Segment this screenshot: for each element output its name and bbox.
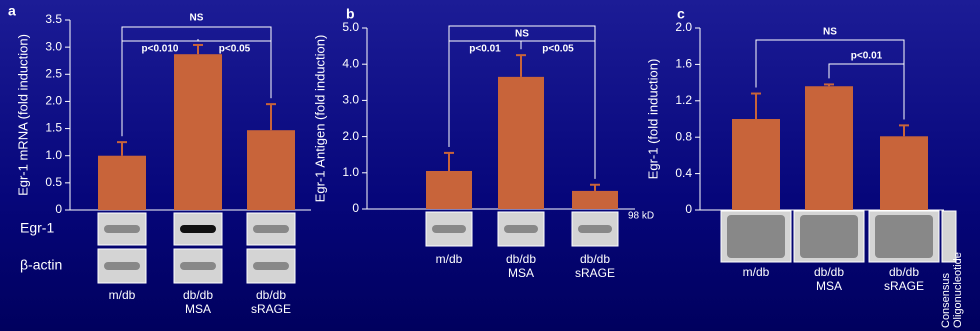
bar: [98, 156, 146, 210]
x-tick-label: db/db MSA: [802, 265, 856, 293]
error-bar: [444, 153, 454, 171]
y-tick-label: 4.0: [342, 56, 359, 70]
y-tick-label: 0.4: [675, 166, 692, 180]
y-tick-label: 0: [352, 201, 359, 215]
blot-band: [800, 215, 858, 258]
blot-band: [180, 225, 216, 233]
y-tick-label: 3.0: [342, 93, 359, 107]
annotation: p<0.05: [219, 44, 251, 55]
x-tick-label: db/db sRAGE: [877, 265, 931, 293]
error-bar: [751, 94, 761, 119]
error-bar: [117, 142, 127, 156]
annotation: NS: [190, 13, 204, 24]
y-tick-label: 5.0: [342, 20, 359, 34]
y-tick-label: 1.6: [675, 57, 692, 71]
blot-label: β-actin: [20, 257, 62, 273]
annotation: p<0.01: [469, 44, 501, 55]
y-tick-label: 0: [55, 202, 62, 216]
error-bar: [266, 104, 276, 130]
bar: [498, 77, 544, 209]
blot-band: [504, 225, 538, 233]
blot-band: [253, 262, 289, 270]
bar: [174, 54, 222, 210]
y-tick-label: 0.8: [675, 129, 692, 143]
bar: [572, 191, 618, 209]
error-bar: [193, 45, 203, 54]
blot-band: [104, 262, 140, 270]
blot-band: [727, 215, 785, 258]
y-tick-label: 3.5: [45, 12, 62, 26]
annotation: NS: [515, 29, 529, 40]
bar: [732, 119, 780, 210]
bar: [247, 130, 295, 210]
blot-band: [875, 215, 933, 258]
error-bar: [824, 84, 834, 86]
annotation: p<0.01: [851, 51, 883, 62]
y-tick-label: 1.0: [45, 148, 62, 162]
blot-band: [578, 225, 612, 233]
blot-label: Consensus Oligonucleotide: [940, 248, 964, 328]
bar: [880, 136, 928, 210]
x-tick-label: db/db MSA: [494, 252, 548, 280]
y-tick-label: 0.5: [45, 175, 62, 189]
blot-band: [253, 225, 289, 233]
bar: [426, 171, 472, 209]
x-tick-label: db/db sRAGE: [244, 288, 298, 316]
y-tick-label: 2.0: [45, 94, 62, 108]
figure: a Egr-1 mRNA (fold induction) 0 0.5 1.0 1.5 2.…: [0, 0, 980, 331]
y-axis-label: Egr-1 (fold induction): [645, 59, 660, 180]
error-bar: [899, 125, 909, 136]
blot-label: 98 kD: [628, 211, 654, 222]
y-tick-label: 0: [685, 202, 692, 216]
annotation: NS: [823, 27, 837, 38]
blot-band: [432, 225, 466, 233]
y-tick-label: 3.0: [45, 39, 62, 53]
x-tick-label: m/db: [422, 252, 476, 266]
y-tick-label: 2.0: [342, 129, 359, 143]
x-tick-label: db/db sRAGE: [568, 252, 622, 280]
x-tick-label: m/db: [95, 288, 149, 302]
panel-label: a: [8, 3, 16, 19]
y-tick-label: 1.5: [45, 121, 62, 135]
blot-label: Egr-1: [20, 220, 54, 236]
x-tick-label: m/db: [729, 265, 783, 279]
y-tick-label: 2.0: [675, 20, 692, 34]
y-axis-label: Egr-1 Antigen (fold induction): [312, 35, 327, 203]
annotation: p<0.05: [542, 44, 574, 55]
blot-band: [104, 225, 140, 233]
y-axis-label: Egr-1 mRNA (fold induction): [15, 34, 30, 196]
blot-band: [180, 262, 216, 270]
error-bar: [516, 55, 526, 77]
x-tick-label: db/db MSA: [171, 288, 225, 316]
y-tick-label: 1.0: [342, 165, 359, 179]
annotation: p<0.010: [142, 44, 179, 55]
error-bar: [590, 185, 600, 191]
bar: [805, 86, 853, 210]
y-tick-label: 1.2: [675, 93, 692, 107]
y-tick-label: 2.5: [45, 66, 62, 80]
